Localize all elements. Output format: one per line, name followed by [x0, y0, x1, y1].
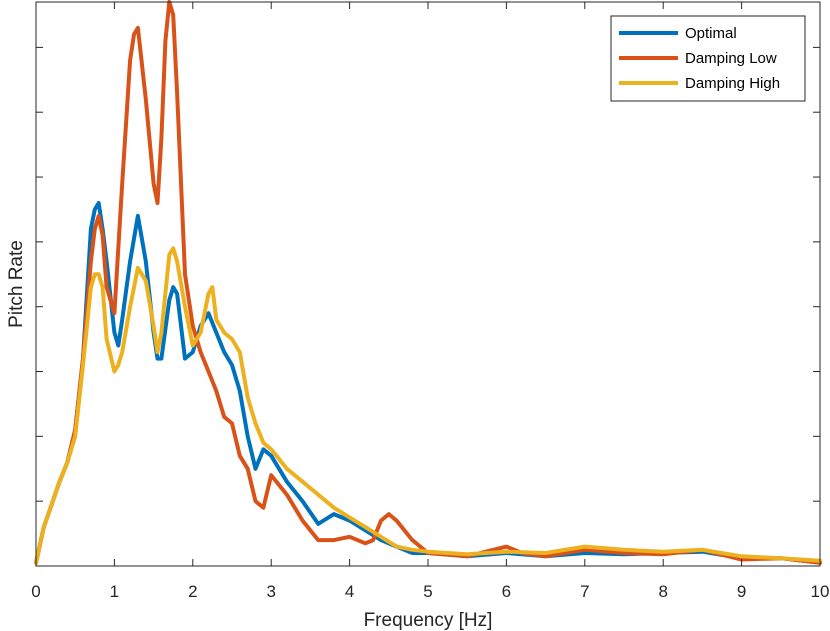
x-tick-label: 0 — [31, 582, 40, 601]
x-tick-label: 10 — [811, 582, 830, 601]
legend-label-damping-low: Damping Low — [685, 50, 777, 67]
legend-label-damping-high: Damping High — [685, 75, 780, 92]
y-axis-ticks — [36, 46, 820, 502]
x-tick-label: 8 — [658, 582, 667, 601]
x-axis-ticks: 0 1 2 3 4 5 6 7 8 9 10 — [31, 2, 829, 601]
y-axis-label: Pitch Rate — [6, 240, 27, 328]
x-tick-label: 4 — [345, 582, 354, 601]
plot-lines — [34, 0, 822, 565]
series-line-damping-high — [34, 246, 822, 565]
x-tick-label: 6 — [502, 582, 511, 601]
x-tick-label: 3 — [266, 582, 275, 601]
legend: Optimal Damping Low Damping High — [610, 15, 806, 102]
x-tick-label: 2 — [188, 582, 197, 601]
legend-label-optimal: Optimal — [685, 25, 737, 42]
x-tick-label: 5 — [423, 582, 432, 601]
x-tick-label: 1 — [110, 582, 119, 601]
x-tick-label: 7 — [580, 582, 589, 601]
x-tick-label: 9 — [737, 582, 746, 601]
x-axis-label: Frequency [Hz] — [364, 610, 493, 631]
